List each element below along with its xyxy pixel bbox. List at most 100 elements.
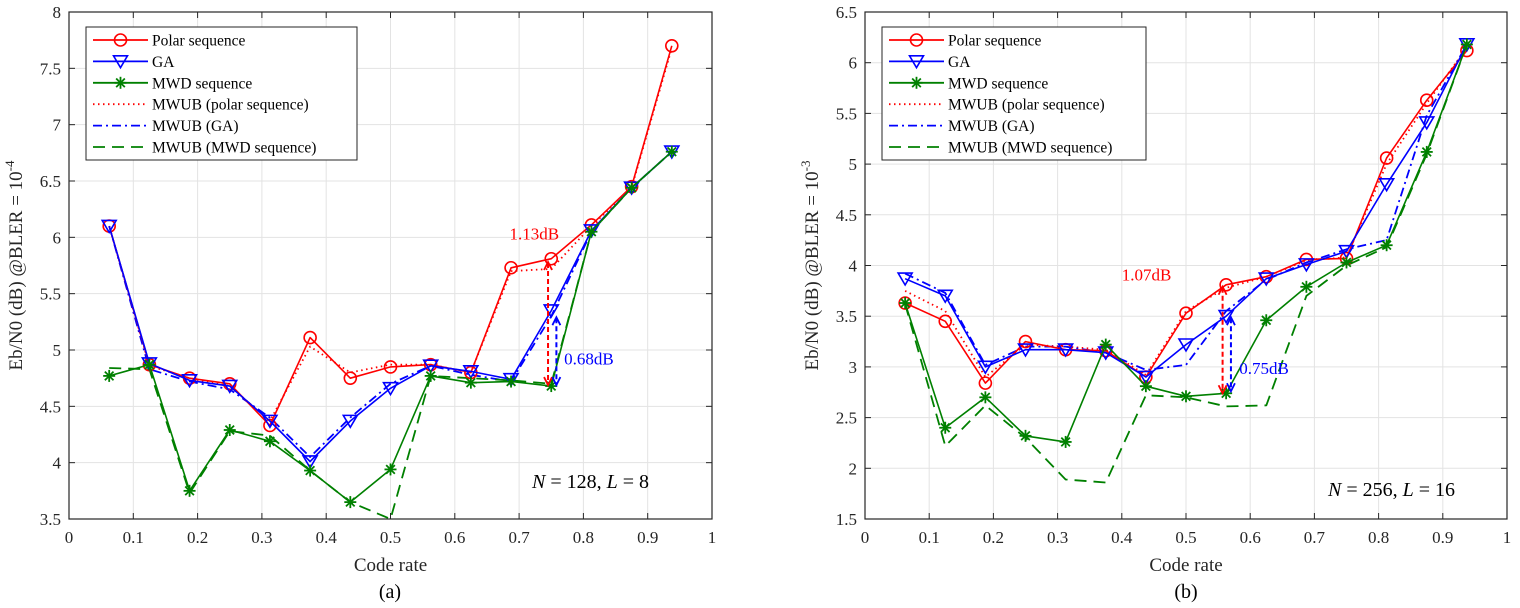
legend-item: Polar sequence: [889, 33, 1042, 50]
param-n-symbol: N: [531, 471, 547, 493]
x-tick-label: 0.3: [251, 528, 272, 547]
y-tick-label: 3.5: [836, 307, 857, 326]
param-n-symbol: N: [1327, 479, 1343, 501]
asterisk-stroke: [264, 436, 275, 447]
data-point-marker: [1379, 151, 1394, 165]
series-mwd-sequence: [103, 145, 678, 509]
y-tick-label: 8: [53, 3, 62, 22]
x-tick-label: 0.3: [1047, 528, 1068, 547]
x-tick-label: 0.6: [1240, 528, 1261, 547]
annotation-arrow: [543, 259, 553, 388]
series-line: [108, 45, 673, 427]
legend: Polar sequence GA MWD sequence MWUB (polar …: [881, 26, 1147, 161]
legend-item: MWUB (MWD sequence): [889, 140, 1112, 157]
data-point-marker: [382, 381, 399, 397]
annotation-label: 1.07dB: [1122, 266, 1172, 285]
x-tick-label: 0.2: [187, 528, 208, 547]
arrow-head-down: [551, 376, 562, 388]
asterisk-stroke: [104, 370, 115, 381]
asterisk-stroke: [546, 381, 557, 392]
series-line: [904, 44, 1468, 484]
parameter-text: N = 128, L = 8: [531, 471, 649, 493]
data-point-marker: [343, 371, 358, 385]
data-point-marker: [100, 219, 118, 234]
series-line: [904, 46, 1468, 378]
data-point-marker: [143, 358, 156, 371]
asterisk-stroke: [144, 359, 155, 370]
y-tick-label: 5.5: [40, 285, 61, 304]
legend-item: MWUB (polar sequence): [889, 97, 1105, 114]
data-point-marker: [1419, 93, 1434, 108]
data-point-marker: [1018, 334, 1033, 349]
legend-item: MWUB (GA): [93, 118, 239, 135]
series-mwub-ga: [108, 151, 673, 458]
param-l-value: = 8: [618, 471, 649, 493]
x-axis-label: Code rate: [1149, 555, 1222, 576]
annotation-arrow: [1226, 315, 1236, 394]
arrow-head-down: [543, 376, 553, 388]
y-axis-label-exponent: -4: [2, 160, 17, 171]
arrow-head-down: [1226, 382, 1236, 394]
data-point-marker: [424, 369, 437, 382]
param-n-value: = 256,: [1341, 479, 1402, 501]
asterisk-stroke: [1301, 281, 1312, 292]
asterisk-stroke: [1381, 240, 1392, 251]
asterisk-stroke: [1461, 39, 1472, 50]
legend-label: MWD sequence: [152, 75, 252, 92]
data-point-marker: [1378, 177, 1396, 193]
asterisk-stroke: [586, 226, 597, 237]
data-point-marker: [303, 330, 317, 345]
param-l-value: = 16: [1414, 479, 1455, 501]
legend: Polar sequence GA MWD sequence MWUB (polar …: [85, 26, 358, 161]
param-l-symbol: L: [1402, 479, 1414, 501]
y-tick-label: 6.5: [40, 172, 61, 191]
legend-marker: [114, 76, 127, 89]
data-point-marker: [181, 374, 198, 389]
asterisk-stroke: [385, 464, 396, 475]
data-point-marker: [1180, 390, 1192, 403]
x-tick-label: 0.1: [123, 528, 144, 547]
legend-marker: [910, 76, 923, 89]
y-tick-label: 4: [849, 257, 858, 276]
data-point-marker: [896, 272, 914, 287]
asterisk-stroke: [1421, 146, 1432, 157]
y-axis-label-text: Eb/N0 (dB) @BLER = 10: [802, 171, 823, 370]
data-point-marker: [585, 225, 598, 238]
param-n-value: = 128,: [545, 471, 606, 493]
series-line: [904, 44, 1468, 378]
asterisk-stroke: [1060, 436, 1071, 447]
data-point-marker: [341, 414, 359, 429]
data-point-marker: [1137, 370, 1155, 385]
panel-label: (b): [1174, 581, 1197, 603]
data-point-marker: [422, 359, 440, 374]
asterisk-stroke: [1140, 381, 1151, 392]
data-point-marker: [665, 38, 679, 53]
x-tick-label: 1: [708, 528, 717, 547]
data-point-marker: [665, 145, 678, 158]
asterisk-stroke: [184, 485, 195, 496]
data-point-marker: [1418, 116, 1436, 131]
annotation-arrow: [1217, 284, 1228, 396]
y-tick-label: 1.5: [836, 510, 857, 529]
y-tick-label: 2.5: [836, 409, 857, 428]
annotation-label: 0.75dB: [1239, 359, 1289, 378]
data-point-marker: [384, 463, 397, 476]
data-point-marker: [1179, 306, 1193, 320]
data-point-marker: [1139, 380, 1152, 393]
annotation-label: 1.13dB: [509, 225, 559, 244]
legend-item: Polar sequence: [93, 33, 246, 50]
data-point-marker: [936, 289, 954, 304]
asterisk-stroke: [425, 370, 436, 381]
x-axis-label: Code rate: [354, 555, 427, 576]
data-point-marker: [502, 372, 520, 388]
series-line: [904, 49, 1468, 384]
data-point-marker: [544, 251, 559, 266]
data-point-marker: [464, 376, 477, 389]
series-mwub-mwd-sequence: [904, 44, 1468, 484]
legend-label: MWUB (MWD sequence): [948, 140, 1112, 157]
data-point-marker: [1099, 338, 1112, 351]
data-point-marker: [1017, 343, 1034, 358]
x-tick-label: 0.5: [380, 528, 401, 547]
asterisk-stroke: [1181, 391, 1191, 402]
